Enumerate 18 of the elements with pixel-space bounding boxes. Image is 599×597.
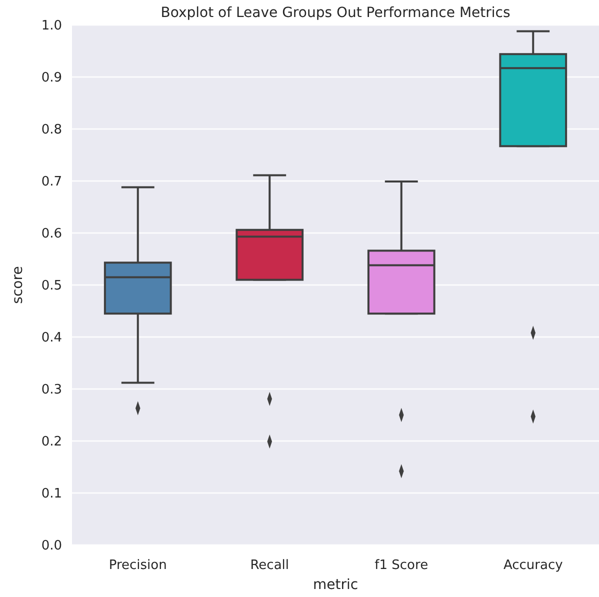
y-tick-label: 0.2 — [41, 434, 62, 450]
y-tick-label: 0.1 — [41, 486, 62, 502]
x-tick-label: f1 Score — [374, 558, 428, 573]
x-tick-label: Recall — [250, 558, 290, 573]
x-tick-label: Accuracy — [503, 558, 564, 573]
y-axis-title: score — [10, 266, 26, 304]
y-tick-label: 0.8 — [41, 122, 62, 138]
y-tick-label: 0.7 — [41, 174, 62, 190]
y-tick-label: 0.6 — [41, 226, 62, 242]
y-tick-label: 1.0 — [41, 18, 62, 34]
x-axis-title: metric — [312, 577, 358, 593]
x-tick-label: Precision — [108, 558, 167, 573]
chart-title: Boxplot of Leave Groups Out Performance Metrics — [160, 5, 510, 21]
y-tick-label: 0.0 — [41, 538, 62, 554]
y-tick-label: 0.9 — [41, 70, 62, 86]
y-tick-label: 0.5 — [41, 278, 62, 294]
y-tick-label: 0.4 — [41, 330, 62, 346]
y-tick-label: 0.3 — [41, 382, 62, 398]
